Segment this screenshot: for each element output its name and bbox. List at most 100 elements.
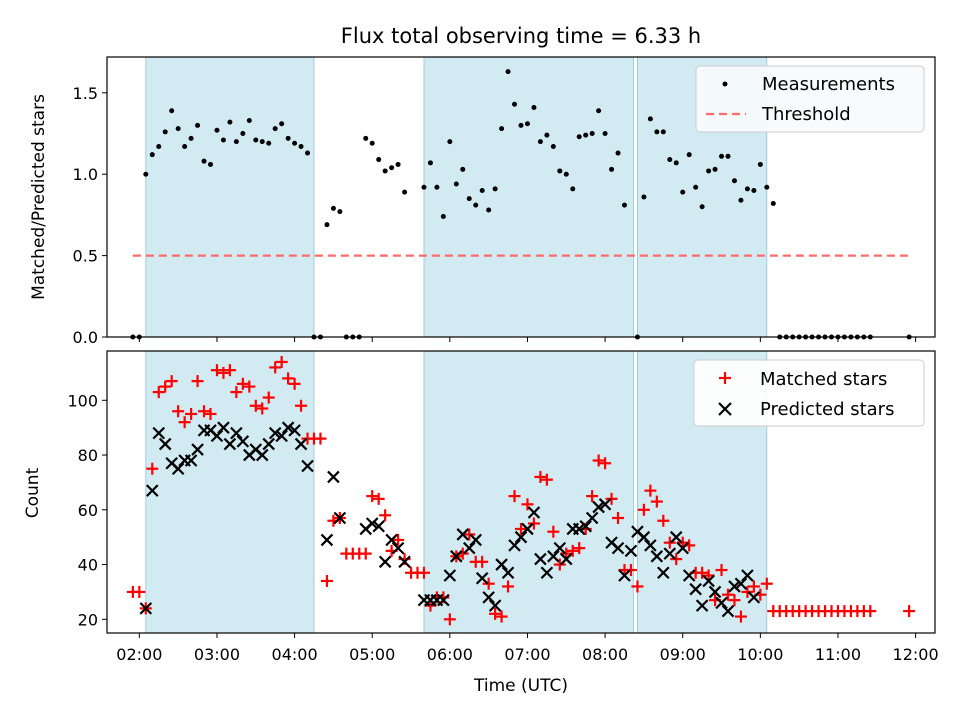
predicted-star-point (657, 566, 670, 580)
x-tick-label: 12:00 (893, 645, 939, 664)
predicted-star-point (637, 530, 651, 544)
matched-star-point (657, 514, 670, 527)
matched-star-point (637, 503, 650, 516)
matched-star-point (663, 536, 676, 549)
matched-star-point (223, 364, 236, 377)
measurement-point (292, 140, 298, 146)
x-stroke-2 (553, 541, 567, 555)
predicted-star-point (320, 533, 334, 547)
x-stroke-2 (689, 582, 702, 596)
ratio-axes-frame (106, 56, 936, 338)
measurement-point (453, 181, 459, 187)
predicted-star-point (728, 580, 741, 593)
predicted-star-point (262, 437, 275, 451)
matched-star-point (236, 377, 249, 390)
predicted-star-point (734, 577, 748, 590)
x-stroke-2 (255, 448, 269, 462)
measurement-point (518, 122, 524, 128)
x-stroke-2 (456, 528, 470, 541)
matched-star-point (747, 580, 760, 593)
count-y-axis-label: Count (23, 467, 43, 518)
measurement-point (253, 137, 259, 143)
x-tick-label: 06:00 (427, 645, 473, 664)
predicted-star-point (695, 599, 709, 612)
matched-star-point (379, 509, 392, 522)
x-stroke-2 (495, 558, 508, 571)
predicted-star-point (333, 511, 347, 525)
measurement-point (246, 117, 252, 123)
count-legend-box (693, 359, 925, 427)
measurement-point (434, 184, 440, 190)
x-stroke-2 (236, 435, 250, 448)
predicted-star-point (469, 533, 482, 547)
count-y-ticks: 20 40 60 80 100 (67, 391, 107, 629)
x-stroke-2 (230, 426, 243, 440)
predicted-star-point (521, 522, 534, 536)
predicted-star-point (443, 569, 457, 582)
x-tick-label: 11:00 (815, 645, 861, 664)
measurement-point (589, 131, 595, 137)
matched-star-point (482, 577, 495, 590)
measurement-point (298, 144, 304, 150)
measurement-point (693, 184, 699, 190)
x-stroke-2 (488, 599, 502, 612)
x-stroke-2 (333, 511, 347, 525)
x-stroke-2 (288, 424, 301, 437)
measurement-point (162, 129, 168, 135)
matched-star-point (204, 407, 217, 420)
measurement-point (208, 161, 213, 167)
measurement-point (499, 126, 505, 132)
matched-star-point (152, 386, 165, 399)
x-tick-label: 07:00 (504, 645, 550, 664)
predicted-star-point (611, 541, 625, 555)
x-stroke-2 (223, 437, 237, 451)
measurement-point (427, 160, 433, 166)
measurement-point (266, 140, 272, 146)
predicted-star-point (669, 530, 683, 544)
measurement-point (466, 196, 472, 202)
predicted-star-point (540, 566, 554, 580)
measurement-point (337, 209, 343, 215)
predicted-star-point (592, 500, 605, 514)
x-tick-label: 02:00 (116, 645, 162, 664)
x-stroke-2 (521, 522, 534, 536)
ratio-y-ticks: 0.0 0.5 1.0 1.5 (73, 84, 107, 347)
matched-star-point (146, 462, 159, 475)
measurement-point (279, 121, 285, 127)
predicted-star-point (152, 426, 166, 440)
x-stroke-2 (262, 437, 275, 451)
predicted-star-point (327, 470, 340, 484)
measurement-point (505, 69, 511, 75)
matched-star-point (185, 407, 198, 420)
y-tick-label: 60 (78, 501, 98, 520)
matched-star-point (372, 492, 385, 505)
legend-predicted-label: Predicted stars (760, 399, 894, 420)
measurement-point (654, 129, 660, 135)
measurement-point (770, 201, 776, 207)
x-stroke-2 (365, 517, 379, 530)
measurement-point (175, 126, 181, 132)
measurement-point (169, 108, 175, 114)
predicted-star-point (708, 585, 722, 599)
x-stroke-2 (669, 530, 683, 544)
measurement-point (524, 121, 530, 127)
predicted-star-point (191, 443, 204, 456)
x-stroke-2 (702, 574, 715, 588)
x-stroke-2 (676, 541, 689, 555)
matched-star-point (314, 432, 327, 445)
measurement-point (402, 189, 408, 195)
predicted-star-point (230, 426, 243, 440)
predicted-star-point (495, 558, 508, 571)
observing-window-shading (145, 56, 768, 338)
matched-star-point (864, 605, 877, 618)
predicted-star-point (210, 429, 224, 443)
predicted-star-point (572, 522, 586, 536)
matched-star-point (443, 613, 456, 626)
x-stroke-2 (217, 421, 230, 434)
measurement-point (492, 186, 498, 192)
matched-star-point (320, 574, 333, 587)
predicted-star-point (475, 571, 489, 585)
figure-title: Flux total observing time = 6.33 h (341, 24, 701, 48)
measurement-point (272, 126, 278, 132)
